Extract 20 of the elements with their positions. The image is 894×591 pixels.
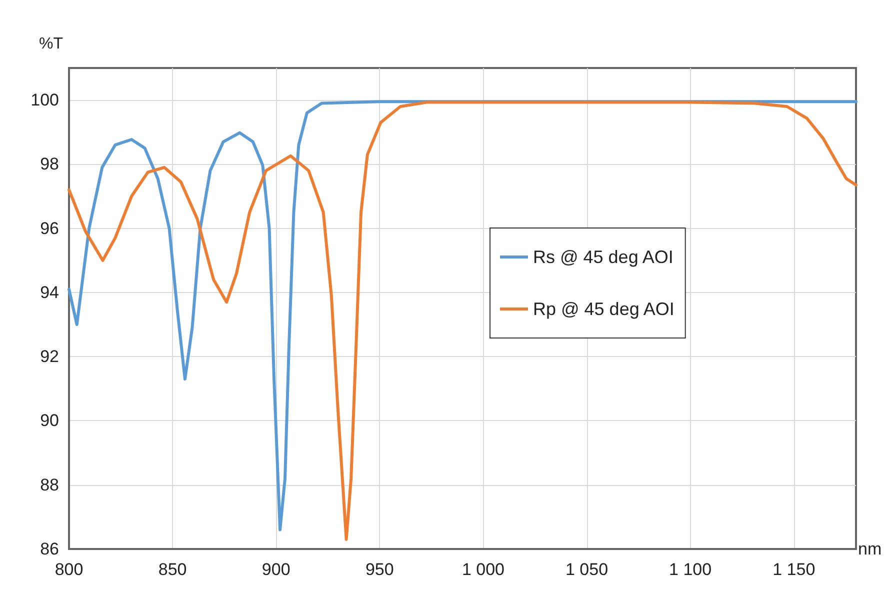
y-tick-label: 90 [40,411,59,430]
x-tick-label: 950 [365,560,394,579]
y-tick-label: 86 [40,540,59,558]
x-tick-label: 1 100 [669,560,712,579]
legend-label: Rp @ 45 deg AOI [533,299,674,319]
y-tick-label: 88 [40,475,59,494]
legend-label: Rs @ 45 deg AOI [533,247,674,267]
y-axis-title: %T [39,36,64,52]
y-tick-label: 96 [40,218,59,238]
y-tick-label: 94 [40,282,59,302]
x-axis-title: nm [858,540,882,558]
x-tick-label: 800 [54,560,84,579]
x-tick-label: 1 000 [462,560,504,579]
y-tick-label: 92 [40,347,59,366]
y-tick-label: 98 [40,154,59,174]
x-tick-label: 1 050 [565,560,608,579]
y-tick-label: 100 [30,90,59,110]
x-tick-label: 1 150 [772,560,816,579]
x-tick-label: 900 [262,560,290,579]
x-tick-label: 850 [158,560,187,579]
